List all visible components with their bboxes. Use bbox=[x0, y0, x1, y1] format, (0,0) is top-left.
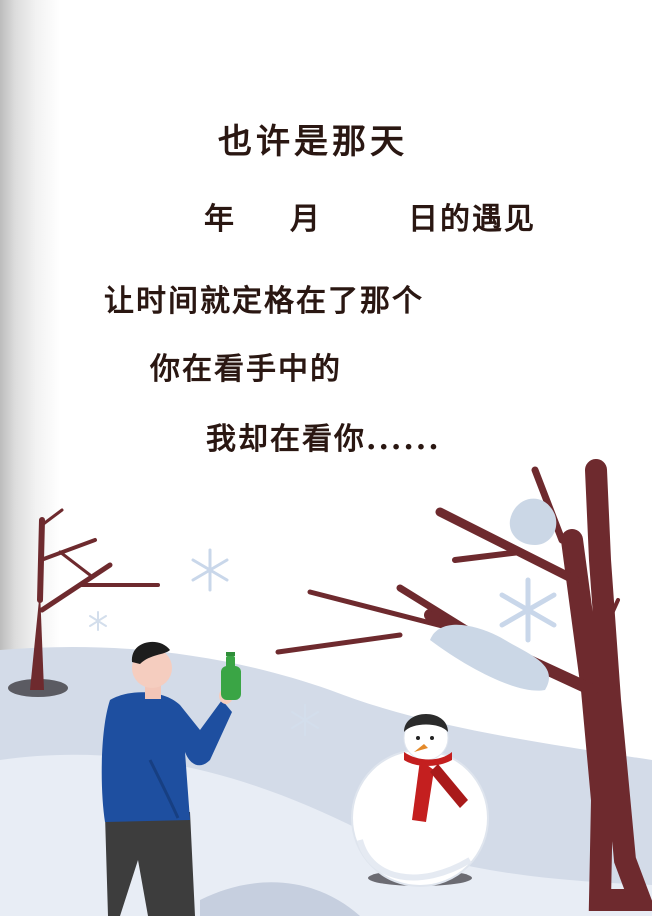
snow-ground-patch bbox=[200, 882, 360, 916]
poem-line-3: 让时间就定格在了那个 bbox=[104, 284, 424, 319]
snowflake-icon bbox=[89, 611, 107, 631]
tree-icon bbox=[8, 508, 160, 697]
person-hair bbox=[131, 641, 170, 664]
poem-line-2-year: 年 bbox=[204, 202, 236, 237]
snowflake-icon bbox=[291, 704, 319, 736]
person-jacket bbox=[101, 692, 232, 822]
snow-on-branch bbox=[509, 498, 557, 545]
person-legs bbox=[105, 812, 195, 916]
poem-line-1: 也许是那天 bbox=[218, 122, 408, 162]
person-icon bbox=[101, 641, 241, 916]
snowflake-icon bbox=[191, 548, 229, 592]
snowman-icon bbox=[351, 714, 489, 887]
poem-line-2-day: 日的遇见 bbox=[408, 202, 536, 237]
bottle-icon bbox=[221, 652, 241, 700]
poem-line-5: 我却在看你...... bbox=[206, 422, 441, 457]
poem-line-4: 你在看手中的 bbox=[150, 352, 342, 387]
snowflake-icon bbox=[499, 577, 557, 643]
snow-on-branch bbox=[430, 624, 550, 691]
poem-line-2-month: 月 bbox=[290, 202, 322, 237]
